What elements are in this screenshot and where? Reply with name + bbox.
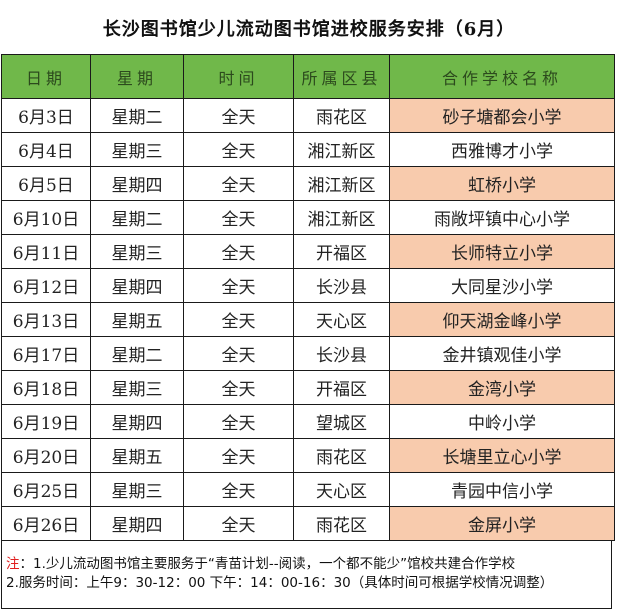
table-row: 6月12日 星期四 全天 长沙县 大同星沙小学 <box>1 268 615 303</box>
date-cell: 6月13日 <box>1 302 91 337</box>
weekday-cell: 星期四 <box>90 166 184 201</box>
table-row: 6月10日 星期二 全天 湘江新区 雨敞坪镇中心小学 <box>1 200 615 235</box>
table-row: 6月20日 星期五 全天 雨花区 长塘里立心小学 <box>1 438 615 473</box>
date-cell: 6月10日 <box>1 200 91 235</box>
date-cell: 6月26日 <box>1 506 91 541</box>
table-row: 6月19日 星期四 全天 望城区 中岭小学 <box>1 404 615 439</box>
table-row: 6月26日 星期四 全天 雨花区 金屏小学 <box>1 506 615 541</box>
district-cell: 开福区 <box>293 234 390 269</box>
district-cell: 湘江新区 <box>293 200 390 235</box>
district-cell: 天心区 <box>293 472 390 507</box>
time-cell: 全天 <box>183 506 294 541</box>
district-cell: 望城区 <box>293 404 390 439</box>
school-cell: 金湾小学 <box>389 370 615 405</box>
district-cell: 长沙县 <box>293 268 390 303</box>
time-cell: 全天 <box>183 200 294 235</box>
school-cell: 西雅博才小学 <box>389 132 615 167</box>
time-cell: 全天 <box>183 166 294 201</box>
table-row: 6月4日 星期三 全天 湘江新区 西雅博才小学 <box>1 132 615 167</box>
table-row: 6月13日 星期五 全天 天心区 仰天湖金峰小学 <box>1 302 615 337</box>
date-cell: 6月5日 <box>1 166 91 201</box>
table-row: 6月25日 星期三 全天 天心区 青园中信小学 <box>1 472 615 507</box>
school-cell: 青园中信小学 <box>389 472 615 507</box>
district-cell: 雨花区 <box>293 506 390 541</box>
schedule-table: 日期 星期 时间 所属区县 合作学校名称 6月3日 星期二 全天 雨花区 砂子塘都会小学… <box>1 54 615 541</box>
district-cell: 湘江新区 <box>293 166 390 201</box>
school-cell: 中岭小学 <box>389 404 615 439</box>
header-weekday: 星期 <box>90 54 184 99</box>
table-row: 6月3日 星期二 全天 雨花区 砂子塘都会小学 <box>1 98 615 133</box>
date-cell: 6月3日 <box>1 98 91 133</box>
date-cell: 6月20日 <box>1 438 91 473</box>
time-cell: 全天 <box>183 302 294 337</box>
time-cell: 全天 <box>183 336 294 371</box>
date-cell: 6月18日 <box>1 370 91 405</box>
header-time: 时间 <box>183 54 294 99</box>
weekday-cell: 星期二 <box>90 98 184 133</box>
header-row: 日期 星期 时间 所属区县 合作学校名称 <box>1 54 615 99</box>
weekday-cell: 星期三 <box>90 132 184 167</box>
date-cell: 6月25日 <box>1 472 91 507</box>
weekday-cell: 星期四 <box>90 404 184 439</box>
table-row: 6月11日 星期三 全天 开福区 长师特立小学 <box>1 234 615 269</box>
footnote-line-1: 注：1.少儿流动图书馆主要服务于“青苗计划--阅读，一个都不能少”馆校共建合作学… <box>6 556 516 572</box>
school-cell: 长师特立小学 <box>389 234 615 269</box>
school-cell: 金屏小学 <box>389 506 615 541</box>
weekday-cell: 星期四 <box>90 268 184 303</box>
time-cell: 全天 <box>183 404 294 439</box>
weekday-cell: 星期五 <box>90 438 184 473</box>
weekday-cell: 星期五 <box>90 302 184 337</box>
header-school: 合作学校名称 <box>389 54 615 99</box>
school-cell: 砂子塘都会小学 <box>389 98 615 133</box>
school-cell: 仰天湖金峰小学 <box>389 302 615 337</box>
footnote: 注：1.少儿流动图书馆主要服务于“青苗计划--阅读，一个都不能少”馆校共建合作学… <box>1 541 612 609</box>
footnote-prefix: 注 <box>6 556 20 572</box>
school-cell: 虹桥小学 <box>389 166 615 201</box>
time-cell: 全天 <box>183 268 294 303</box>
school-cell: 雨敞坪镇中心小学 <box>389 200 615 235</box>
table-row: 6月5日 星期四 全天 湘江新区 虹桥小学 <box>1 166 615 201</box>
date-cell: 6月19日 <box>1 404 91 439</box>
footnote-line-2: 2.服务时间：上午9：30-12：00 下午：14：00-16：30（具体时间可… <box>6 575 554 591</box>
weekday-cell: 星期二 <box>90 200 184 235</box>
weekday-cell: 星期三 <box>90 472 184 507</box>
date-cell: 6月4日 <box>1 132 91 167</box>
district-cell: 长沙县 <box>293 336 390 371</box>
district-cell: 天心区 <box>293 302 390 337</box>
time-cell: 全天 <box>183 438 294 473</box>
weekday-cell: 星期三 <box>90 234 184 269</box>
table-row: 6月18日 星期三 全天 开福区 金湾小学 <box>1 370 615 405</box>
table-row: 6月17日 星期二 全天 长沙县 金井镇观佳小学 <box>1 336 615 371</box>
time-cell: 全天 <box>183 132 294 167</box>
page-title: 长沙图书馆少儿流动图书馆进校服务安排（6月） <box>102 19 516 40</box>
weekday-cell: 星期二 <box>90 336 184 371</box>
date-cell: 6月11日 <box>1 234 91 269</box>
district-cell: 雨花区 <box>293 98 390 133</box>
time-cell: 全天 <box>183 370 294 405</box>
school-cell: 长塘里立心小学 <box>389 438 615 473</box>
header-district: 所属区县 <box>293 54 390 99</box>
header-date: 日期 <box>1 54 91 99</box>
time-cell: 全天 <box>183 472 294 507</box>
weekday-cell: 星期四 <box>90 506 184 541</box>
district-cell: 开福区 <box>293 370 390 405</box>
weekday-cell: 星期三 <box>90 370 184 405</box>
school-cell: 大同星沙小学 <box>389 268 615 303</box>
date-cell: 6月12日 <box>1 268 91 303</box>
district-cell: 雨花区 <box>293 438 390 473</box>
school-cell: 金井镇观佳小学 <box>389 336 615 371</box>
district-cell: 湘江新区 <box>293 132 390 167</box>
time-cell: 全天 <box>183 234 294 269</box>
time-cell: 全天 <box>183 98 294 133</box>
date-cell: 6月17日 <box>1 336 91 371</box>
